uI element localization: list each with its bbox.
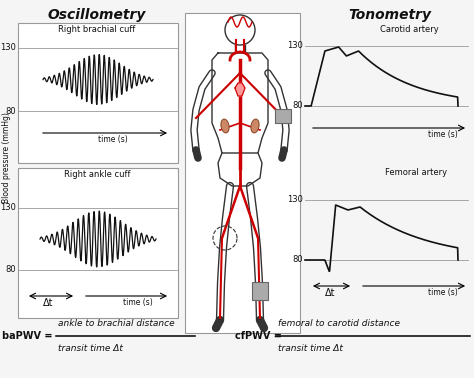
Text: 80: 80	[292, 256, 303, 265]
Text: transit time Δt: transit time Δt	[278, 344, 343, 353]
Text: 130: 130	[287, 195, 303, 204]
Text: 80: 80	[292, 102, 303, 110]
Text: cfPWV =: cfPWV =	[235, 331, 285, 341]
Text: time (s): time (s)	[428, 288, 458, 297]
Polygon shape	[235, 83, 245, 96]
Ellipse shape	[251, 119, 259, 133]
Text: Carotid artery: Carotid artery	[380, 25, 439, 34]
Bar	[18, 168, 178, 318]
Text: Tonometry: Tonometry	[348, 8, 431, 22]
Text: 80: 80	[5, 265, 16, 274]
Text: ankle to brachial distance: ankle to brachial distance	[58, 319, 174, 328]
Text: Right ankle cuff: Right ankle cuff	[64, 170, 130, 179]
Bar	[18, 23, 178, 163]
Text: Femoral artery: Femoral artery	[385, 168, 447, 177]
Text: time (s): time (s)	[428, 130, 458, 139]
Bar	[252, 282, 268, 300]
Text: 130: 130	[0, 43, 16, 53]
Text: 80: 80	[5, 107, 16, 116]
Text: Δt: Δt	[325, 288, 335, 298]
Text: Δt: Δt	[43, 298, 53, 308]
Text: time (s): time (s)	[123, 298, 153, 307]
Bar	[185, 13, 300, 333]
Text: 130: 130	[287, 42, 303, 51]
Text: Oscillometry: Oscillometry	[48, 8, 146, 22]
Ellipse shape	[221, 119, 229, 133]
Text: transit time Δt: transit time Δt	[58, 344, 123, 353]
Text: 130: 130	[0, 203, 16, 212]
Text: Blood pressure (mmHg): Blood pressure (mmHg)	[2, 113, 11, 203]
Text: time (s): time (s)	[98, 135, 128, 144]
Text: Right brachial cuff: Right brachial cuff	[58, 25, 136, 34]
Bar	[275, 109, 291, 123]
Text: baPWV =: baPWV =	[2, 331, 56, 341]
Text: femoral to carotid distance: femoral to carotid distance	[278, 319, 400, 328]
